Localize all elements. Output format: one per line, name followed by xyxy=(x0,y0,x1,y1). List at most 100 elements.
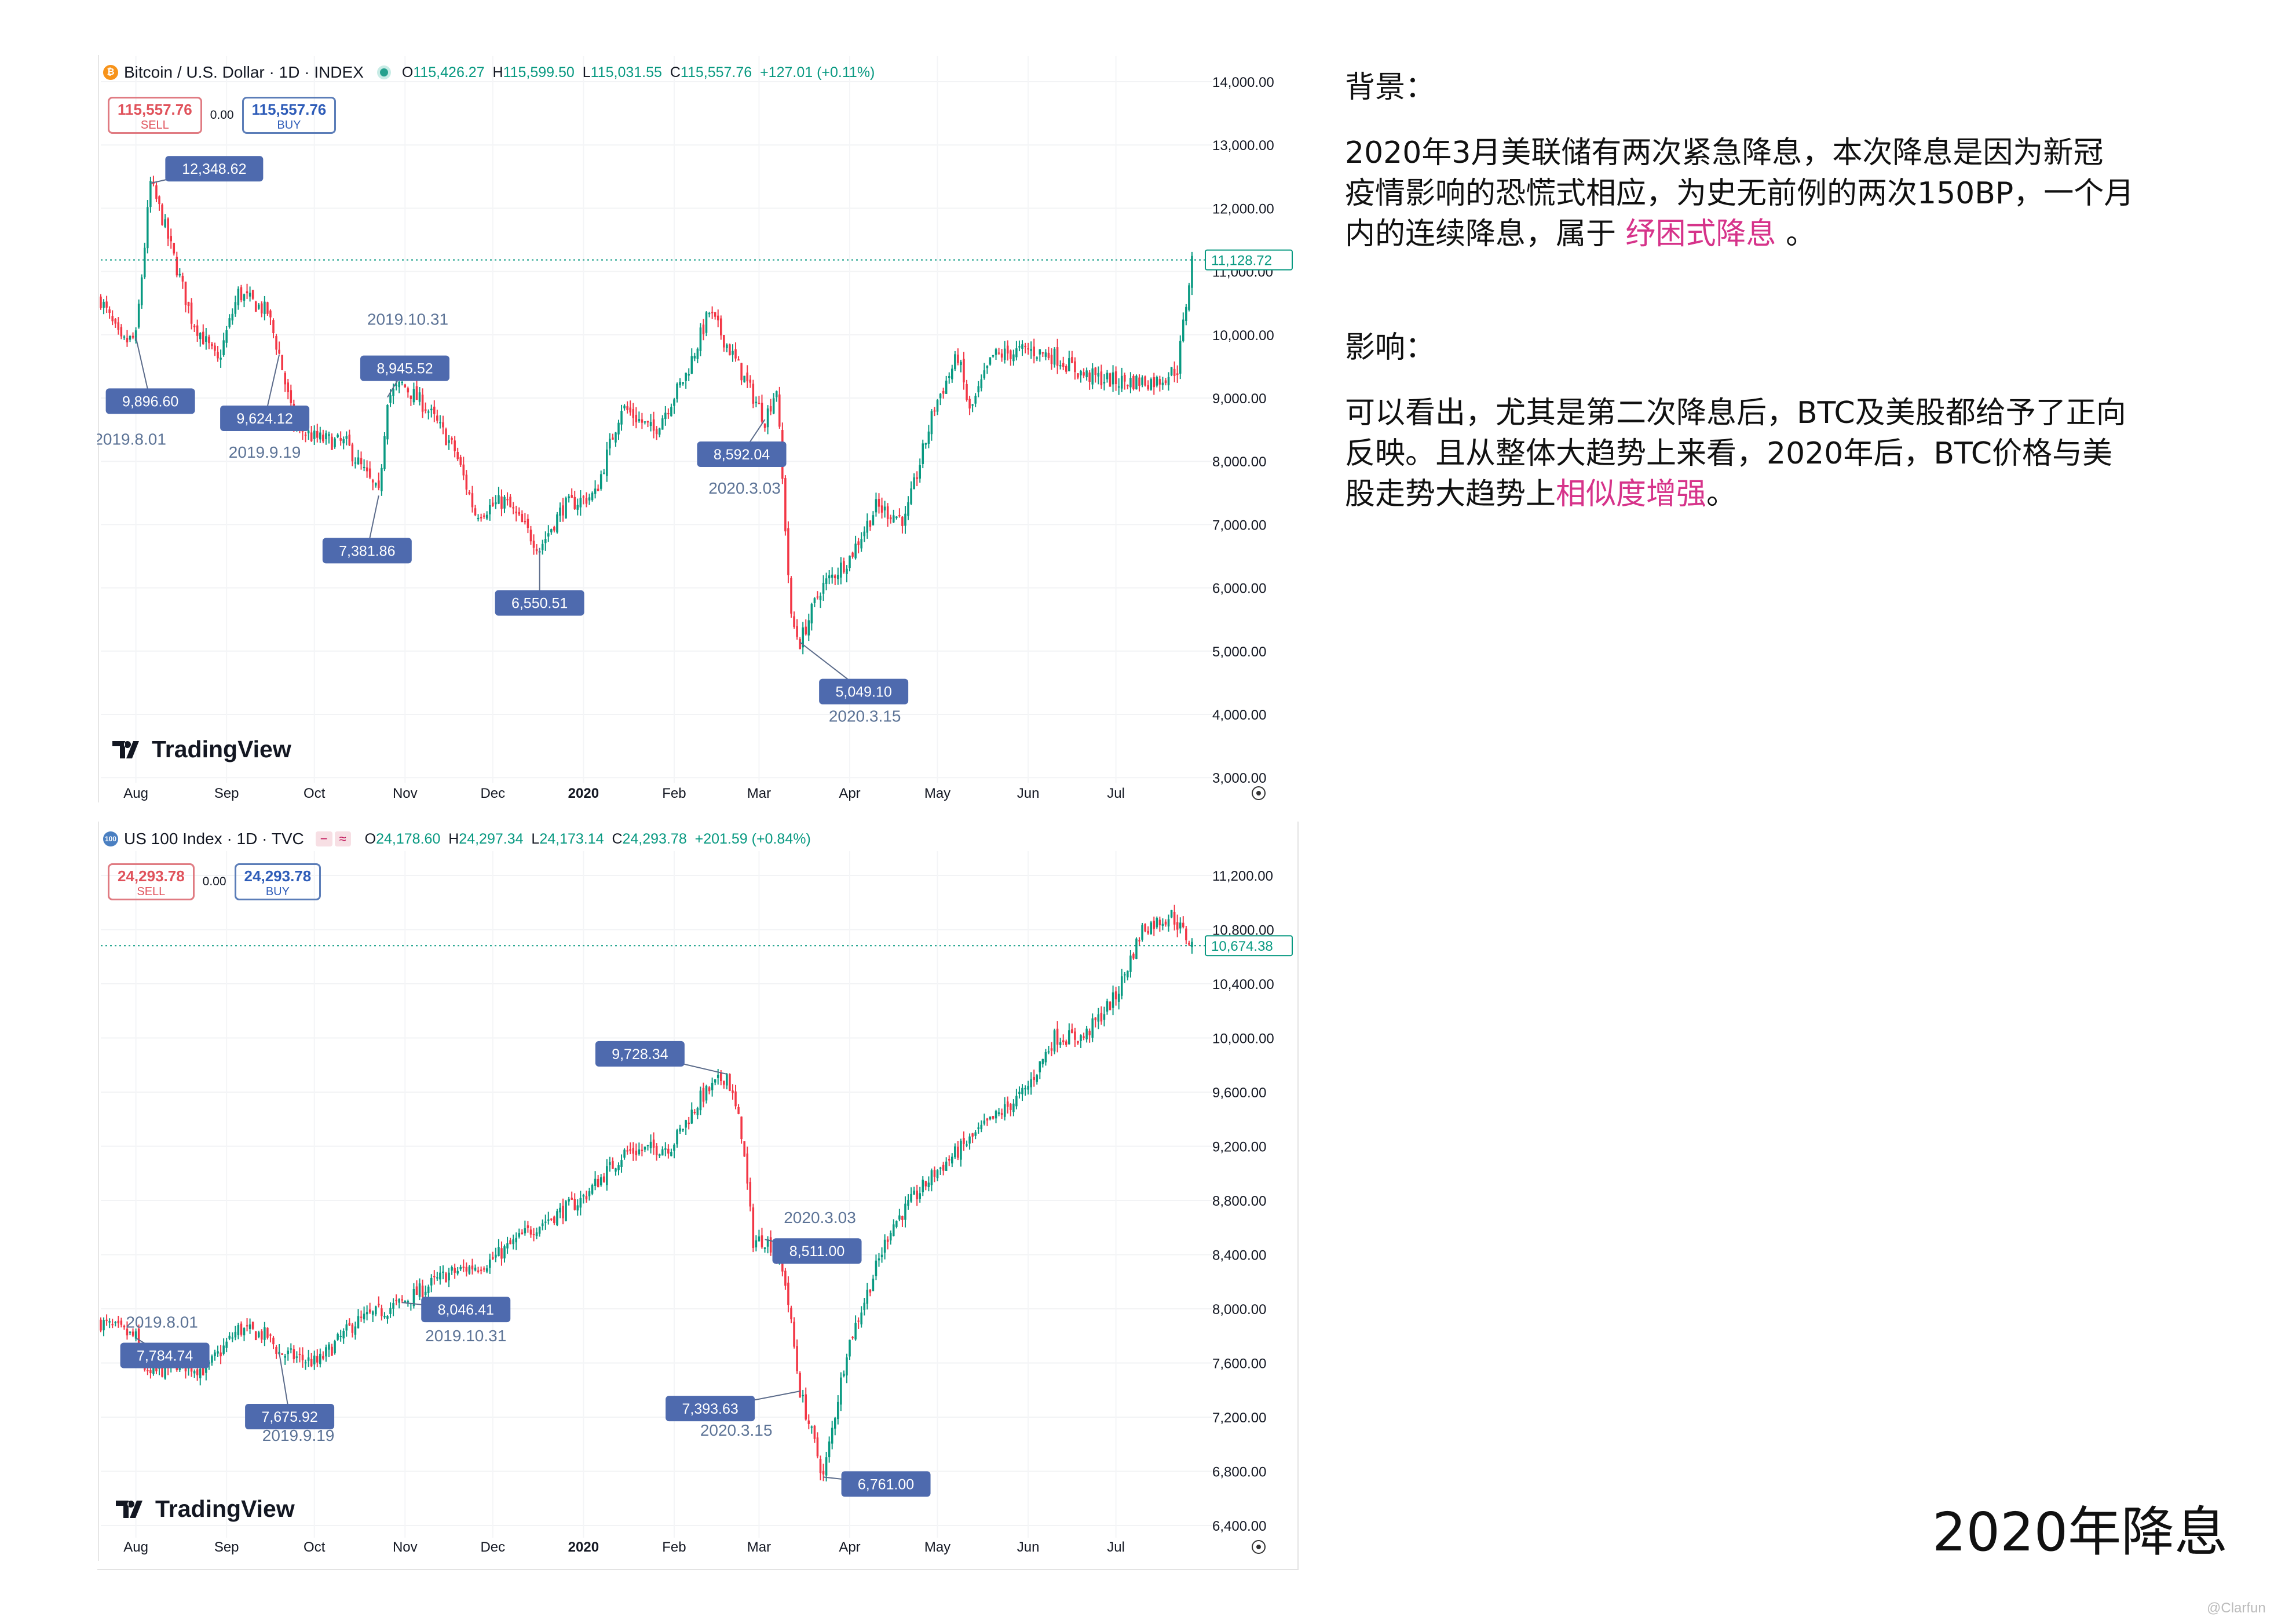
candle-body xyxy=(325,433,327,439)
tradingview-logo[interactable]: TradingView xyxy=(112,736,291,763)
candle-body xyxy=(688,1122,690,1125)
candle-body xyxy=(688,374,690,376)
candle-body xyxy=(571,495,573,498)
candle-body xyxy=(415,1286,418,1295)
candle-body xyxy=(325,1347,327,1357)
candle-body xyxy=(304,1362,307,1364)
us100-sell-button[interactable]: 24,293.78 SELL xyxy=(108,863,195,900)
candle-body xyxy=(1156,377,1158,386)
x-tick-label: Dec xyxy=(480,786,505,801)
candle-body xyxy=(345,1324,348,1331)
annotation-price: 5,049.10 xyxy=(835,684,891,700)
candle-body xyxy=(471,1265,474,1270)
candle-body xyxy=(822,582,825,594)
notes-panel: 背景： 2020年3月美联储有两次紧急降息，本次降息是因为新冠 疫情影响的恐慌式… xyxy=(1345,63,2272,514)
candle-body xyxy=(863,531,866,537)
btc-symbol-header[interactable]: ₿ Bitcoin / U.S. Dollar · 1D · INDEX O11… xyxy=(103,61,875,84)
candle-body xyxy=(875,1260,878,1276)
x-tick-label: Sep xyxy=(214,1539,239,1555)
candle-body xyxy=(503,497,506,509)
candle-body xyxy=(462,1267,465,1268)
candle-body xyxy=(732,351,734,355)
candle-body xyxy=(1179,922,1182,929)
us100-chart-svg[interactable]: 11,200.0010,800.0010,400.0010,000.009,60… xyxy=(97,822,1297,1569)
btc-chart-svg[interactable]: 14,000.0013,000.0012,000.0011,000.0010,0… xyxy=(97,55,1297,802)
us100-buy-button[interactable]: 24,293.78 BUY xyxy=(234,863,321,900)
candle-body xyxy=(360,458,363,465)
candle-body xyxy=(477,1270,480,1272)
candle-body xyxy=(509,1240,511,1245)
candle-body xyxy=(556,1211,558,1225)
candle-body xyxy=(892,1224,895,1236)
candle-body xyxy=(1188,285,1190,310)
candle-body xyxy=(123,1326,126,1327)
candle-body xyxy=(1041,1059,1044,1064)
us100-chart-panel[interactable]: 11,200.00 10,800.00 10,400.00 10,000.00 9,60… xyxy=(97,822,1299,1570)
candle-body xyxy=(1094,1017,1097,1020)
y-tick-label: 4,000.00 xyxy=(1212,707,1266,723)
candle-body xyxy=(966,384,968,400)
candle-body xyxy=(831,574,833,578)
btc-sell-button[interactable]: 115,557.76 SELL xyxy=(108,97,202,134)
x-tick-label: May xyxy=(924,1539,950,1555)
candle-body xyxy=(793,616,795,627)
tradingview-brand: TradingView xyxy=(152,736,291,762)
candle-body xyxy=(843,1373,845,1376)
candle-body xyxy=(553,527,555,531)
candle-body xyxy=(1085,1028,1088,1039)
candle-body xyxy=(883,1239,886,1253)
tradingview-logo[interactable]: TradingView xyxy=(116,1495,295,1523)
candle-body xyxy=(901,1216,904,1220)
candle-body xyxy=(573,497,576,509)
candle-body xyxy=(895,516,898,519)
candle-body xyxy=(907,502,909,516)
candle-body xyxy=(936,400,939,412)
candle-body xyxy=(337,1334,339,1340)
candle-body xyxy=(612,1160,614,1169)
x-tick-label: Jun xyxy=(1017,786,1040,801)
us100-symbol-header[interactable]: 100 US 100 Index · 1D · TVC − ≈ O24,178.6… xyxy=(103,827,811,851)
candle-body xyxy=(1179,341,1182,374)
candle-body xyxy=(1103,1014,1106,1020)
candle-body xyxy=(524,1228,527,1233)
candle-body xyxy=(930,1170,933,1185)
candle-body xyxy=(576,1205,579,1211)
btc-buy-button[interactable]: 115,557.76 BUY xyxy=(242,97,337,134)
candle-body xyxy=(386,404,389,440)
candle-body xyxy=(878,1258,880,1261)
annotation-date: 2019.9.19 xyxy=(262,1426,335,1444)
candle-body xyxy=(418,392,421,402)
candle-body xyxy=(152,1367,155,1374)
btc-chart-panel[interactable]: 14,000.00 13,000.00 12,000.00 11,000.00 10,0… xyxy=(97,55,1297,802)
candle-body xyxy=(462,464,465,476)
candle-body xyxy=(833,1418,836,1429)
candle-body xyxy=(351,1324,354,1333)
candle-body xyxy=(749,1182,752,1207)
candle-body xyxy=(609,439,611,448)
candle-body xyxy=(576,505,579,510)
candle-body xyxy=(565,1201,567,1221)
us100-toggles[interactable]: − ≈ xyxy=(315,831,351,846)
candle-body xyxy=(1033,1076,1035,1081)
annotation-date: 2020.3.03 xyxy=(708,479,781,497)
candle-body xyxy=(237,289,240,305)
candle-body xyxy=(1132,375,1135,389)
candle-body xyxy=(248,293,251,297)
candle-body xyxy=(658,1154,661,1156)
candle-body xyxy=(743,1141,745,1157)
candle-body xyxy=(149,181,152,207)
tradingview-logo-icon xyxy=(112,740,139,758)
candle-body xyxy=(837,1402,839,1419)
candle-body xyxy=(126,338,129,342)
background-highlight: 纾困式降息 xyxy=(1625,217,1776,251)
candle-body xyxy=(445,429,447,446)
candle-body xyxy=(1056,1028,1059,1045)
candle-body xyxy=(1062,363,1065,367)
y-tick-label: 8,800.00 xyxy=(1212,1194,1266,1209)
candle-body xyxy=(977,1127,980,1129)
candle-body xyxy=(1185,928,1187,940)
candle-body xyxy=(1088,1030,1091,1035)
candle-body xyxy=(117,1320,120,1324)
candle-body xyxy=(220,1352,222,1356)
candle-body xyxy=(196,1369,199,1375)
